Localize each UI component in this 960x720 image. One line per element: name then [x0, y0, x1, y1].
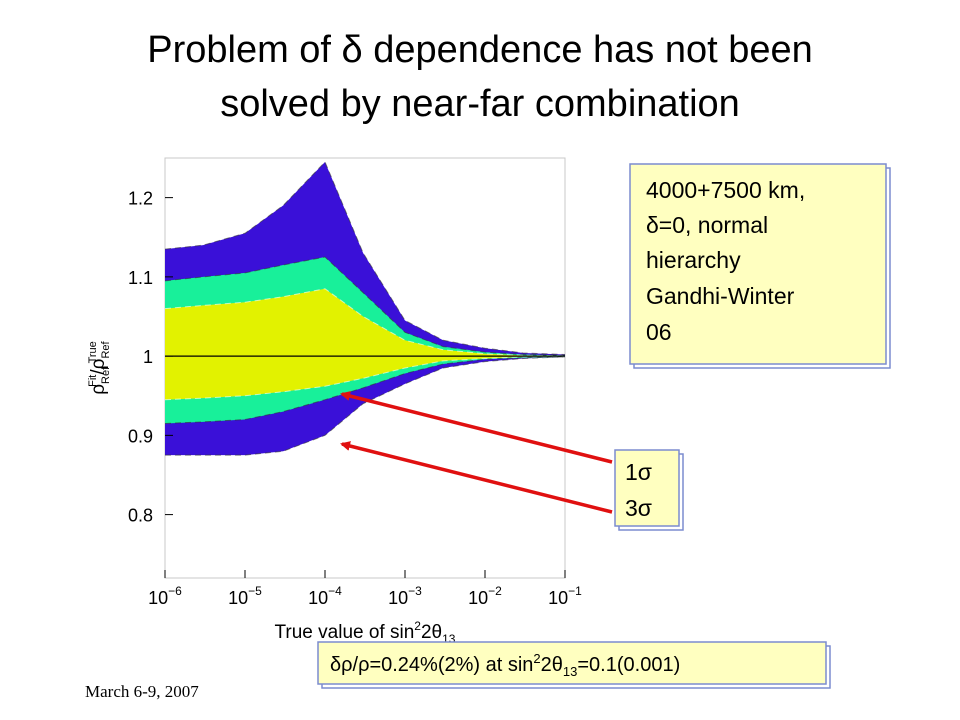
x-tick-exponent: −2 — [488, 584, 502, 598]
title-line: Problem of δ dependence has not been — [147, 29, 813, 71]
note-part: 2θ — [541, 654, 563, 676]
y-tick-label: 1.1 — [128, 268, 153, 288]
x-tick-exponent: −6 — [168, 584, 182, 598]
title-line: solved by near-far combination — [220, 83, 740, 125]
note-part: =0.1(0.001) — [577, 654, 680, 676]
x-tick-exponent: −3 — [408, 584, 422, 598]
x-tick-base: 10 — [468, 588, 488, 608]
band-edge — [164, 161, 566, 356]
info-text: 4000+7500 km, δ=0, normal hierarchy Gand… — [646, 177, 805, 345]
plot: 0.80.911.11.210−6 10−5 10−4 10−3 10−2 10−1Tru… — [87, 157, 582, 646]
note-text: δρ/ρ=0.24%(2%) at sin22θ13=0.1(0.001) — [330, 651, 680, 679]
note-box — [317, 641, 827, 685]
x-tick-exponent: −4 — [328, 584, 342, 598]
label-sub: Ref — [100, 340, 112, 358]
x-tick-label: 10−5 — [228, 584, 262, 608]
label-part: ρ — [88, 384, 109, 395]
x-tick-base: 10 — [228, 588, 248, 608]
x-tick-base: 10 — [388, 588, 408, 608]
y-axis-label: ρRefFit/ρRefTrue — [87, 340, 112, 394]
y-tick-label: 0.9 — [128, 426, 153, 446]
x-tick-exponent: −1 — [568, 584, 582, 598]
note-sup: 2 — [533, 651, 540, 666]
sigma-label: 1σ — [625, 459, 652, 485]
label-sup: 2 — [414, 619, 421, 633]
x-tick-exponent: −5 — [248, 584, 262, 598]
band-edge — [164, 356, 566, 424]
sigma-box — [614, 449, 680, 527]
band-edge — [164, 288, 566, 357]
info-line: Gandhi-Winter — [646, 283, 795, 309]
x-tick-label: 10−6 — [148, 584, 182, 608]
note-sub: 13 — [563, 664, 577, 679]
label-sub: Ref — [100, 366, 112, 384]
label-sup: Fit — [87, 375, 99, 387]
x-tick-label: 10−3 — [388, 584, 422, 608]
info-box — [629, 163, 887, 365]
x-tick-base: 10 — [308, 588, 328, 608]
arrow — [340, 441, 613, 514]
y-tick-label: 1.2 — [128, 189, 153, 209]
label-part: True value of sin — [275, 622, 415, 643]
note-part: δρ/ρ=0.24%(2%) at sin — [330, 654, 533, 676]
label-sup: True — [87, 341, 99, 363]
info-line: 06 — [646, 319, 672, 345]
x-tick-label: 10−2 — [468, 584, 502, 608]
band-edge — [165, 356, 566, 456]
confidence-band — [165, 288, 565, 400]
sigma-label: 3σ — [625, 495, 652, 521]
info-line: 4000+7500 km, — [646, 177, 805, 203]
footer-date: March 6-9, 2007 — [85, 682, 199, 701]
y-tick-label: 1 — [143, 347, 153, 367]
info-line: δ=0, normal — [646, 212, 768, 238]
band-edge — [164, 256, 566, 356]
x-tick-label: 10−4 — [308, 584, 342, 608]
x-tick-base: 10 — [548, 588, 568, 608]
label-part: /ρ — [88, 358, 109, 374]
x-tick-label: 10−1 — [548, 584, 582, 608]
y-tick-label: 0.8 — [128, 506, 153, 526]
info-line: hierarchy — [646, 247, 741, 273]
arrow — [340, 391, 613, 464]
x-tick-base: 10 — [148, 588, 168, 608]
label-part: 2θ — [421, 622, 442, 643]
